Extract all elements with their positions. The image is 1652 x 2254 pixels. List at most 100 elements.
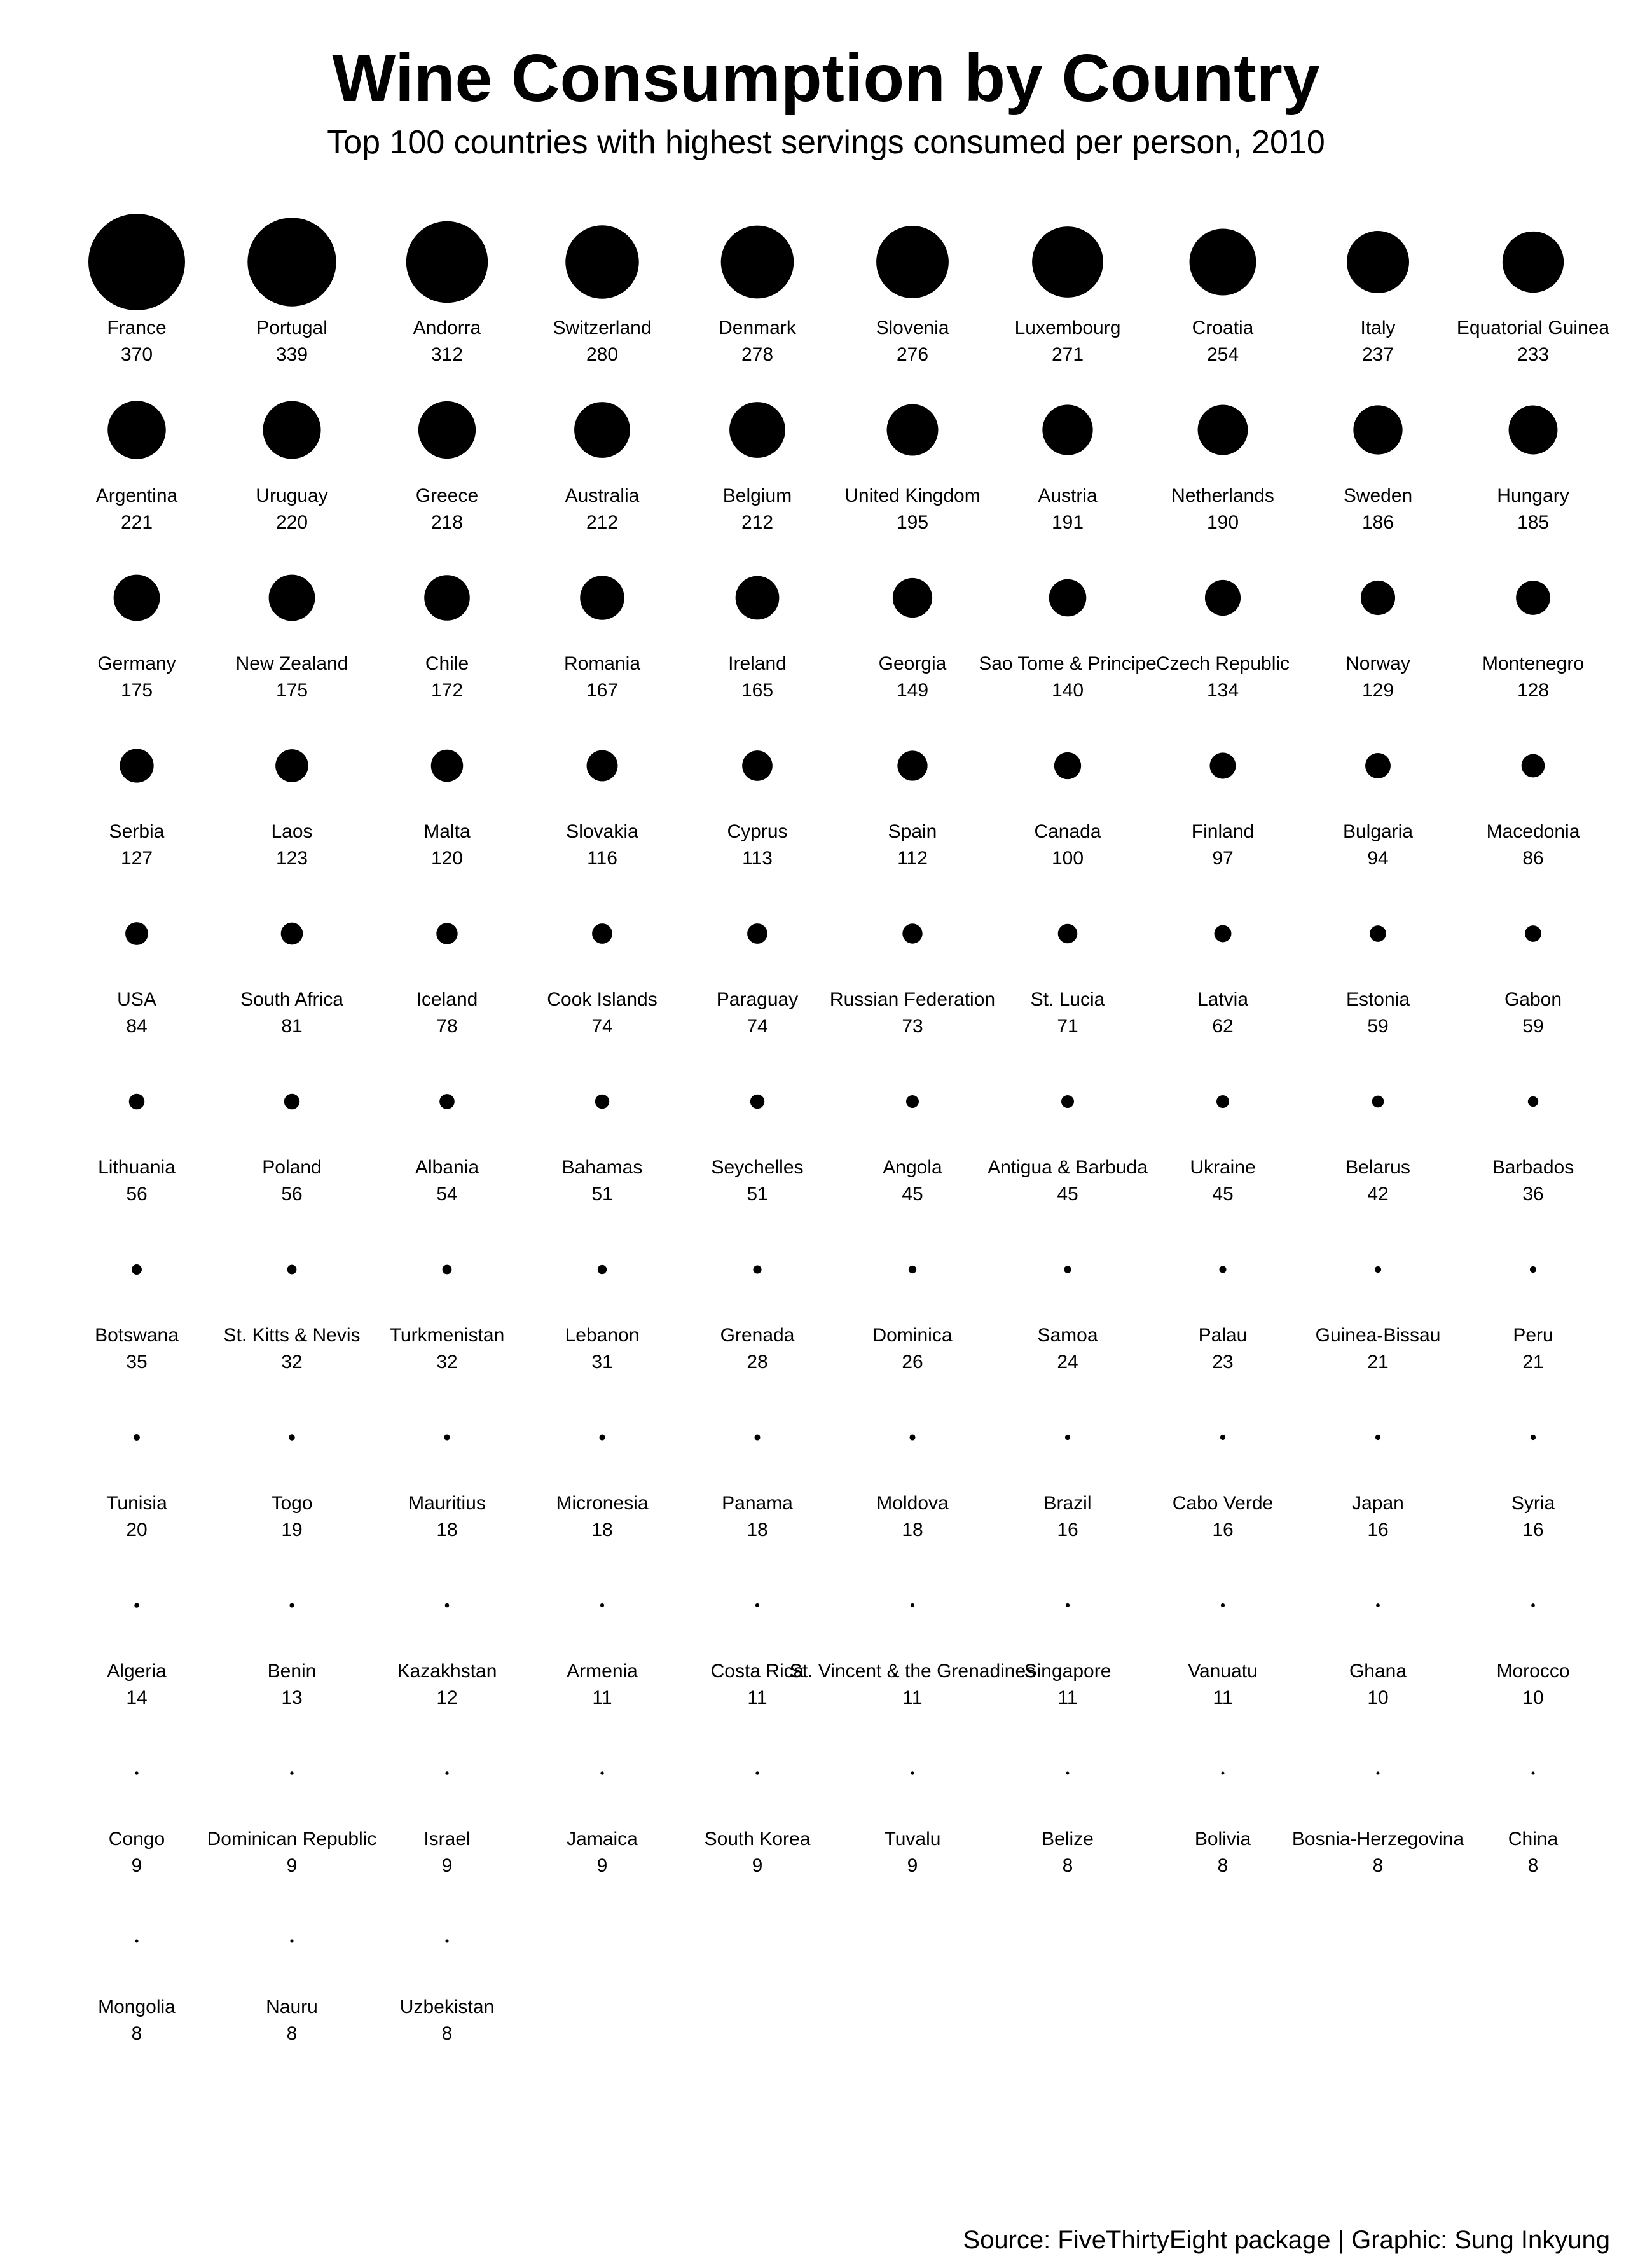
country-label: USA bbox=[117, 989, 156, 1010]
bubble-mark bbox=[747, 923, 767, 944]
value-label: 59 bbox=[1367, 1016, 1388, 1037]
bubble-mark bbox=[755, 1771, 759, 1775]
country-item: Benin 13 bbox=[268, 1603, 316, 1708]
country-label: Belarus bbox=[1346, 1157, 1410, 1178]
country-item: New Zealand 175 bbox=[236, 574, 348, 701]
country-item: Kazakhstan 12 bbox=[397, 1603, 497, 1708]
country-label: Russian Federation bbox=[830, 989, 995, 1010]
value-label: 18 bbox=[747, 1519, 767, 1540]
bubble-mark bbox=[134, 1434, 140, 1441]
country-item: Cyprus 113 bbox=[727, 750, 788, 869]
country-label: Belize bbox=[1042, 1829, 1094, 1850]
country-item: Antigua & Barbuda 45 bbox=[988, 1095, 1148, 1205]
value-label: 18 bbox=[902, 1519, 923, 1540]
bubble-mark bbox=[107, 401, 166, 459]
value-label: 8 bbox=[442, 2023, 453, 2044]
country-label: Costa Rica bbox=[711, 1661, 804, 1682]
country-item: Turkmenistan 32 bbox=[390, 1264, 504, 1372]
value-label: 73 bbox=[902, 1016, 923, 1037]
country-item: Jamaica 9 bbox=[567, 1771, 638, 1876]
country-item: Lithuania 56 bbox=[98, 1093, 176, 1205]
country-item: Slovakia 116 bbox=[566, 750, 638, 869]
bubble-mark bbox=[442, 1264, 452, 1275]
country-item: USA 84 bbox=[117, 922, 156, 1037]
bubble-mark bbox=[910, 1603, 915, 1608]
value-label: 16 bbox=[1212, 1519, 1233, 1540]
country-label: Gabon bbox=[1504, 989, 1562, 1010]
chart-subtitle: Top 100 countries with highest servings … bbox=[327, 124, 1325, 161]
country-item: Brazil 16 bbox=[1043, 1434, 1092, 1540]
bubble-mark bbox=[1221, 1771, 1225, 1775]
country-item: Estonia 59 bbox=[1346, 925, 1410, 1037]
bubble-mark bbox=[287, 1264, 297, 1275]
country-label: Greece bbox=[416, 485, 478, 506]
value-label: 100 bbox=[1052, 848, 1084, 869]
value-label: 11 bbox=[1057, 1687, 1077, 1708]
country-item: Costa Rica 11 bbox=[711, 1603, 804, 1708]
value-label: 134 bbox=[1207, 680, 1239, 701]
country-label: Singapore bbox=[1024, 1661, 1112, 1682]
country-label: Albania bbox=[415, 1157, 479, 1178]
country-label: Slovenia bbox=[876, 317, 949, 338]
country-label: Romania bbox=[564, 653, 640, 674]
country-label: Guinea-Bissau bbox=[1316, 1325, 1441, 1346]
value-label: 175 bbox=[276, 680, 308, 701]
country-item: Macedonia 86 bbox=[1487, 754, 1580, 869]
country-item: Congo 9 bbox=[109, 1771, 165, 1876]
country-item: St. Vincent & the Grenadines 11 bbox=[790, 1603, 1035, 1708]
value-label: 123 bbox=[276, 848, 308, 869]
bubble-mark bbox=[1214, 925, 1232, 943]
bubble-mark bbox=[445, 1771, 449, 1775]
country-item: Cook Islands 74 bbox=[547, 923, 657, 1037]
country-item: Croatia 254 bbox=[1189, 228, 1256, 365]
value-label: 9 bbox=[752, 1855, 763, 1876]
country-item: Guinea-Bissau 21 bbox=[1316, 1266, 1441, 1372]
country-label: Andorra bbox=[413, 317, 481, 338]
bubble-mark bbox=[1220, 1434, 1226, 1441]
country-item: Mongolia 8 bbox=[98, 1939, 176, 2044]
bubble-mark bbox=[909, 1434, 916, 1441]
bubble-mark bbox=[1054, 752, 1082, 780]
value-label: 120 bbox=[431, 848, 463, 869]
country-item: Gabon 59 bbox=[1504, 925, 1562, 1037]
country-item: Belgium 212 bbox=[723, 402, 792, 533]
country-item: Slovenia 276 bbox=[876, 226, 949, 365]
bubble-mark bbox=[753, 1265, 762, 1274]
country-label: Estonia bbox=[1346, 989, 1410, 1010]
country-item: Denmark 278 bbox=[719, 225, 797, 365]
bubble-mark bbox=[1204, 579, 1241, 616]
country-label: Tuvalu bbox=[885, 1829, 941, 1850]
country-item: Belize 8 bbox=[1042, 1771, 1094, 1876]
bubble-mark bbox=[897, 750, 928, 781]
country-label: South Africa bbox=[240, 989, 343, 1010]
bubble-mark bbox=[902, 923, 923, 944]
bubble-mark bbox=[908, 1265, 917, 1274]
country-item: Nauru 8 bbox=[266, 1939, 318, 2044]
value-label: 140 bbox=[1052, 680, 1084, 701]
country-item: Palau 23 bbox=[1199, 1266, 1247, 1372]
country-item: Germany 175 bbox=[97, 574, 176, 701]
country-label: New Zealand bbox=[236, 653, 348, 674]
country-item: Seychelles 51 bbox=[711, 1094, 804, 1205]
country-item: Ireland 165 bbox=[728, 576, 787, 701]
value-label: 212 bbox=[586, 512, 618, 533]
country-item: Poland 56 bbox=[262, 1093, 322, 1205]
bubble-mark bbox=[1502, 231, 1564, 293]
country-label: Vanuatu bbox=[1188, 1661, 1258, 1682]
value-label: 128 bbox=[1517, 680, 1549, 701]
country-label: United Kingdom bbox=[844, 485, 980, 506]
country-label: Seychelles bbox=[711, 1157, 803, 1178]
bubble-mark bbox=[586, 750, 618, 782]
bubble-mark bbox=[444, 1603, 450, 1608]
value-label: 191 bbox=[1052, 512, 1084, 533]
value-label: 175 bbox=[121, 680, 153, 701]
value-label: 86 bbox=[1522, 848, 1543, 869]
country-label: Kazakhstan bbox=[397, 1661, 497, 1682]
country-label: Mongolia bbox=[98, 1996, 176, 2017]
value-label: 23 bbox=[1212, 1352, 1233, 1372]
bubble-mark bbox=[1370, 925, 1386, 942]
bubble-mark bbox=[754, 1434, 761, 1441]
country-label: Moldova bbox=[876, 1493, 949, 1514]
bubble-mark bbox=[445, 1939, 449, 1943]
